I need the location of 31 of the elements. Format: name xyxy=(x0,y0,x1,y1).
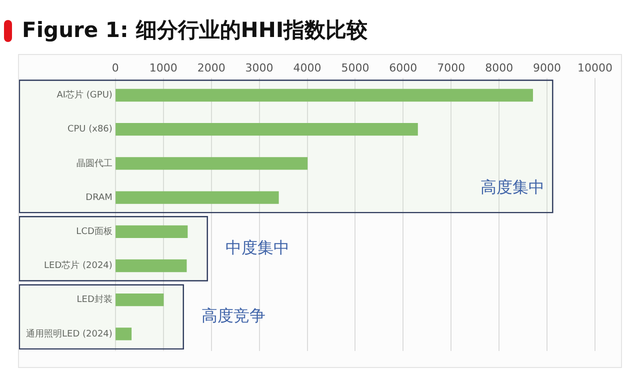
x-tick-label: 2000 xyxy=(197,61,226,74)
x-tick-label: 10000 xyxy=(578,61,612,74)
y-tick-label: DRAM xyxy=(86,192,112,203)
bar xyxy=(116,123,418,136)
bar xyxy=(116,259,187,272)
y-tick-label: LED芯片 (2024) xyxy=(44,260,112,272)
x-tick-label: 0 xyxy=(112,61,119,74)
y-tick-label: LCD面板 xyxy=(76,226,112,237)
x-tick-label: 3000 xyxy=(245,61,274,74)
y-tick-label: AI芯片 (GPU) xyxy=(56,90,112,101)
bar xyxy=(116,88,533,102)
x-tick-label: 5000 xyxy=(341,61,370,74)
x-tick-label: 1000 xyxy=(149,61,178,74)
bar xyxy=(116,328,132,340)
bar xyxy=(116,225,188,238)
band-label: 高度竞争 xyxy=(201,306,266,326)
x-tick-label: 4000 xyxy=(293,61,322,74)
chart-title: Figure 1: 细分行业的HHI指数比较 xyxy=(22,17,368,44)
y-tick-label: CPU (x86) xyxy=(67,124,112,135)
y-tick-label: LED封装 xyxy=(76,294,112,306)
band-label: 中度集中 xyxy=(225,238,290,257)
x-tick-label: 9000 xyxy=(533,61,562,74)
bar xyxy=(116,157,308,170)
x-tick-label: 6000 xyxy=(389,61,418,74)
x-tick-label: 8000 xyxy=(485,61,514,74)
x-tick-label: 7000 xyxy=(437,61,466,74)
bar xyxy=(116,294,164,306)
band-label: 高度集中 xyxy=(480,178,545,197)
y-tick-label: 晶圆代工 xyxy=(76,158,112,169)
y-tick-label: 通用照明LED (2024) xyxy=(26,328,112,340)
bar xyxy=(116,191,279,204)
